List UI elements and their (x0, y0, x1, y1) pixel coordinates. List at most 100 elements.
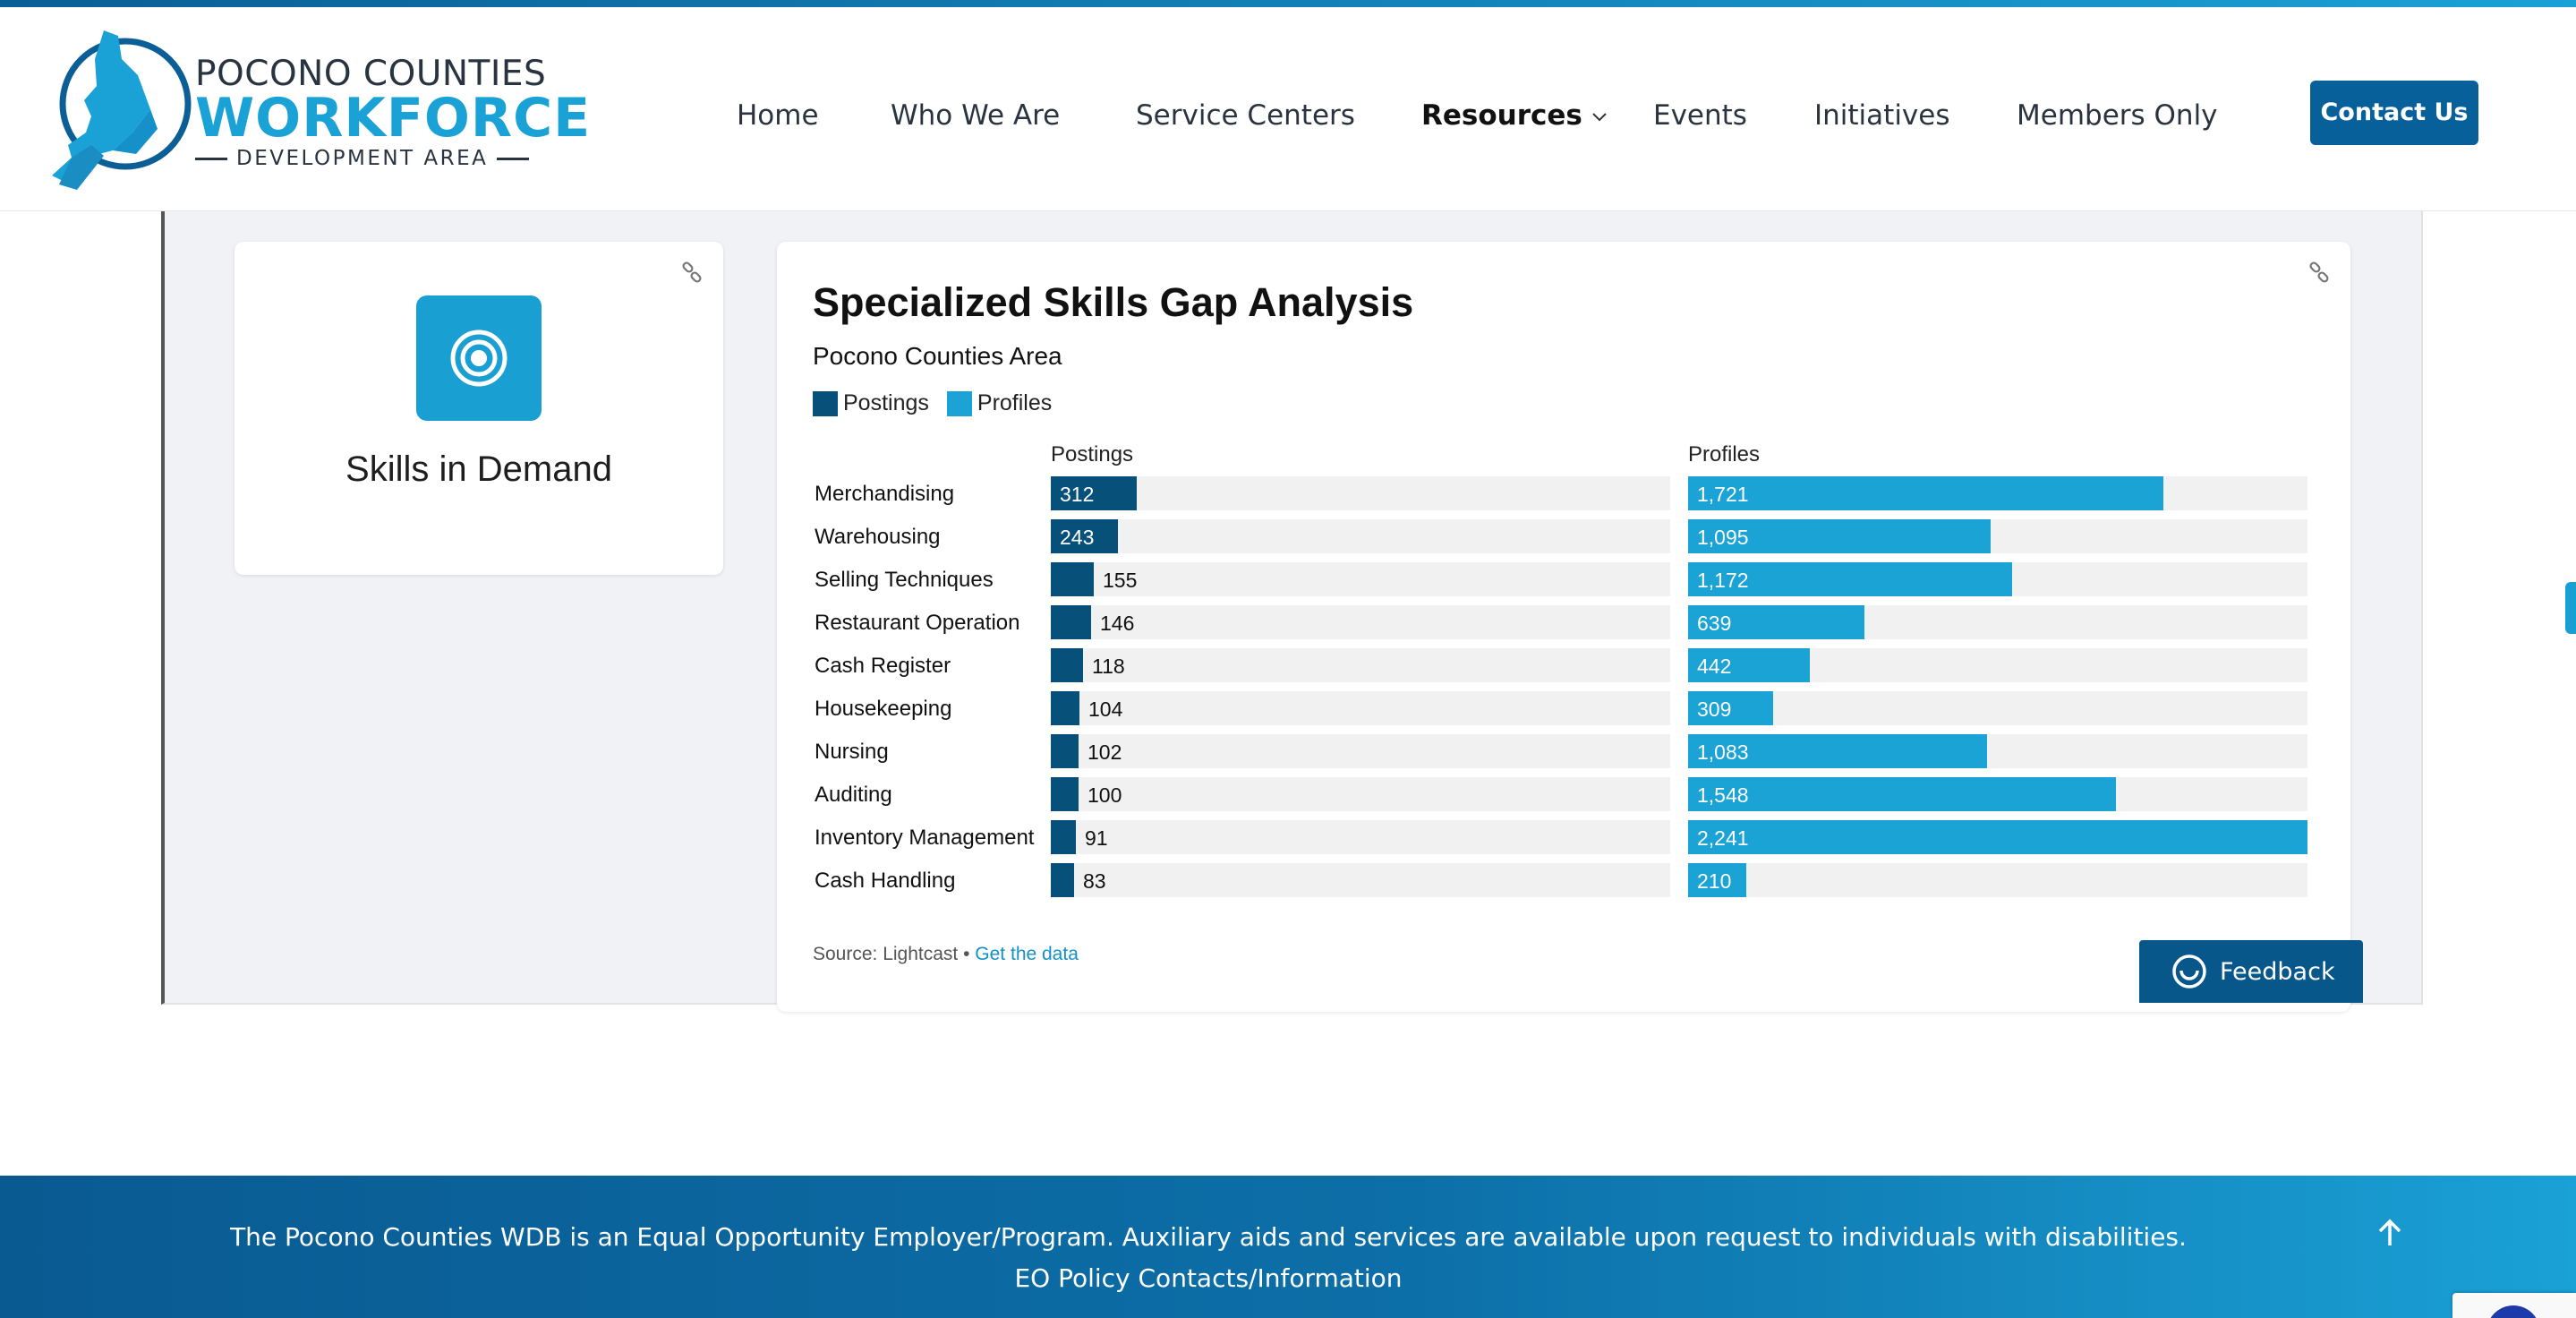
profiles-track: 639 (1688, 605, 2307, 639)
postings-value-label: 91 (1085, 826, 1108, 850)
target-icon (416, 295, 542, 421)
link-icon[interactable] (2307, 261, 2331, 285)
chart-row: Inventory Management 91 2,241 (813, 818, 2334, 861)
postings-bar[interactable] (1051, 734, 1079, 768)
profiles-value-label: 1,083 (1697, 740, 1749, 764)
postings-track: 102 (1051, 734, 1670, 768)
category-label: Auditing (815, 783, 892, 807)
profiles-value-label: 442 (1697, 655, 1732, 678)
feedback-button[interactable]: Feedback (2139, 940, 2363, 1003)
postings-bar[interactable] (1051, 519, 1118, 553)
category-label: Cash Handling (815, 869, 956, 893)
profiles-bar[interactable] (1688, 519, 1991, 553)
scroll-to-top-icon[interactable] (2372, 1215, 2408, 1251)
category-label: Selling Techniques (815, 568, 994, 592)
postings-bar[interactable] (1051, 691, 1079, 725)
profiles-bar[interactable] (1688, 691, 1773, 725)
legend-swatch-profiles (946, 390, 972, 416)
column-header-postings: Postings (1051, 442, 1134, 466)
site-header: POCONO COUNTIES WORKFORCE DEVELOPMENT AR… (0, 7, 2576, 211)
chart-rows: Merchandising 312 1,721 Warehousing 243 1,095… (813, 475, 2334, 904)
profiles-bar[interactable] (1688, 605, 1864, 639)
profiles-value-label: 309 (1697, 698, 1732, 721)
profiles-track: 210 (1688, 863, 2307, 897)
category-label: Inventory Management (815, 826, 1035, 850)
footer-eo-text: The Pocono Counties WDB is an Equal Oppo… (230, 1222, 2187, 1252)
profiles-value-label: 1,548 (1697, 783, 1749, 807)
nav-resources-label: Resources (1421, 99, 1582, 132)
recaptcha-badge (2452, 1293, 2576, 1318)
postings-bar[interactable] (1051, 605, 1091, 639)
logo-line-1: POCONO COUNTIES (195, 54, 547, 94)
profiles-bar[interactable] (1688, 777, 2116, 811)
logo-line-3-text: DEVELOPMENT AREA (236, 147, 489, 170)
category-label: Restaurant Operation (815, 611, 1020, 635)
profiles-track: 309 (1688, 691, 2307, 725)
chart-row: Auditing 100 1,548 (813, 775, 2334, 818)
category-label: Cash Register (815, 654, 951, 678)
footer-eo-statement: The Pocono Counties WDB is an Equal Oppo… (0, 1222, 2417, 1252)
skills-in-demand-card[interactable]: Skills in Demand (235, 242, 723, 575)
postings-bar[interactable] (1051, 777, 1079, 811)
profiles-bar[interactable] (1688, 476, 2163, 510)
profiles-bar[interactable] (1688, 863, 1746, 897)
nav-service-centers[interactable]: Service Centers (1136, 99, 1355, 132)
profiles-value-label: 639 (1697, 612, 1732, 635)
postings-value-label: 83 (1083, 869, 1106, 893)
profiles-bar[interactable] (1688, 734, 1987, 768)
postings-track: 146 (1051, 605, 1670, 639)
nav-home[interactable]: Home (737, 99, 819, 132)
chart-subtitle: Pocono Counties Area (813, 342, 1062, 370)
profiles-track: 1,172 (1688, 562, 2307, 596)
postings-value-label: 118 (1092, 655, 1125, 678)
postings-value-label: 100 (1088, 783, 1122, 807)
postings-track: 83 (1051, 863, 1670, 897)
chart-row: Cash Handling 83 210 (813, 861, 2334, 904)
profiles-bar[interactable] (1688, 820, 2307, 854)
postings-track: 91 (1051, 820, 1670, 854)
chart-row: Restaurant Operation 146 639 (813, 603, 2334, 646)
profiles-value-label: 1,721 (1697, 483, 1749, 506)
eo-policy-link[interactable]: EO Policy Contacts/Information (1014, 1263, 1403, 1293)
profiles-value-label: 2,241 (1697, 826, 1749, 850)
profiles-track: 1,095 (1688, 519, 2307, 553)
profiles-bar[interactable] (1688, 648, 1810, 682)
site-logo[interactable]: POCONO COUNTIES WORKFORCE DEVELOPMENT AR… (50, 23, 605, 202)
chevron-down-icon (1592, 112, 1607, 121)
profiles-track: 1,721 (1688, 476, 2307, 510)
nav-initiatives[interactable]: Initiatives (1814, 99, 1950, 132)
nav-who-we-are[interactable]: Who We Are (891, 99, 1061, 132)
chart-title: Specialized Skills Gap Analysis (813, 279, 1414, 325)
postings-bar[interactable] (1051, 863, 1074, 897)
postings-value-label: 146 (1100, 612, 1135, 635)
nav-resources[interactable]: Resources (1421, 93, 1608, 138)
postings-track: 243 (1051, 519, 1670, 553)
profiles-track: 2,241 (1688, 820, 2307, 854)
side-tab[interactable] (2565, 582, 2576, 634)
logo-line-3: DEVELOPMENT AREA (195, 145, 607, 172)
postings-bar[interactable] (1051, 476, 1137, 510)
postings-track: 312 (1051, 476, 1670, 510)
category-label: Housekeeping (815, 697, 952, 721)
chart-row: Warehousing 243 1,095 (813, 518, 2334, 561)
postings-value-label: 155 (1103, 569, 1138, 592)
postings-bar[interactable] (1051, 648, 1083, 682)
postings-track: 155 (1051, 562, 1670, 596)
postings-bar[interactable] (1051, 562, 1094, 596)
postings-value-label: 243 (1060, 526, 1095, 549)
logo-map-icon (52, 30, 192, 190)
legend-swatch-postings (813, 390, 838, 416)
skills-card-title: Skills in Demand (345, 449, 612, 489)
postings-bar[interactable] (1051, 820, 1076, 854)
link-icon[interactable] (680, 261, 704, 285)
contact-us-button[interactable]: Contact Us (2310, 81, 2478, 145)
feedback-label: Feedback (2220, 957, 2335, 986)
chart-row: Housekeeping 104 309 (813, 689, 2334, 732)
top-accent-stripe (0, 0, 2576, 7)
nav-events[interactable]: Events (1653, 99, 1747, 132)
nav-members-only[interactable]: Members Only (2017, 99, 2218, 132)
profiles-track: 1,548 (1688, 777, 2307, 811)
postings-value-label: 312 (1060, 483, 1095, 506)
profiles-bar[interactable] (1688, 562, 2012, 596)
get-the-data-link[interactable]: Get the data (975, 944, 1079, 964)
